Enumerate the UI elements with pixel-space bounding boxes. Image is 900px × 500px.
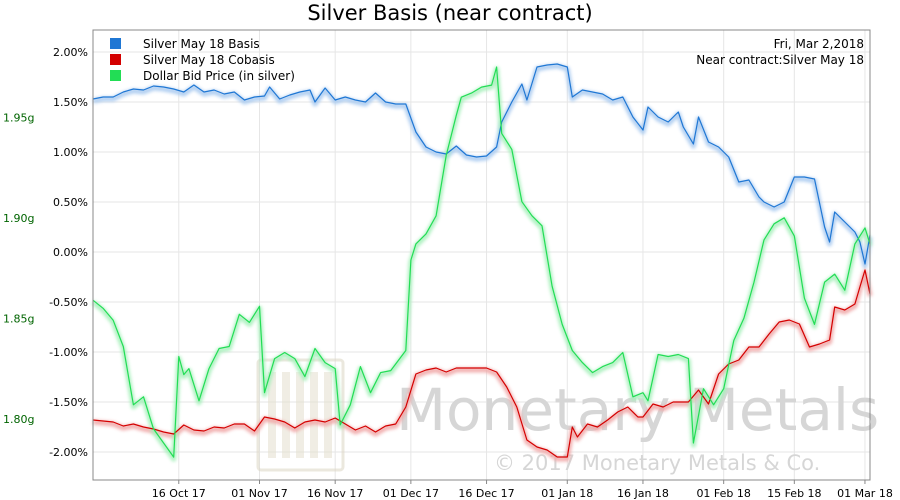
x-tick-label: 01 Mar 18 xyxy=(837,487,893,500)
plot-border xyxy=(92,29,871,481)
chart-title: Silver Basis (near contract) xyxy=(307,1,593,25)
watermark: Monetary Metals © 2017 Monetary Metals &… xyxy=(256,358,879,475)
series-line-basis xyxy=(92,63,871,265)
x-tick-label: 01 Feb 18 xyxy=(696,487,750,500)
x-tick-label: 01 Dec 17 xyxy=(383,487,439,500)
y2-tick-label: 1.80g xyxy=(3,413,34,426)
watermark-name: Monetary Metals xyxy=(396,376,879,444)
watermark-logo-icon xyxy=(256,358,345,472)
info-contract: Near contract:Silver May 18 xyxy=(696,53,864,67)
series-layer xyxy=(91,63,873,462)
legend-item-cobasis: Silver May 18 Cobasis xyxy=(110,53,275,67)
info-box: Fri, Mar 2,2018 Near contract:Silver May… xyxy=(696,37,864,67)
y-tick-label: 2.00% xyxy=(53,46,88,59)
axis-ticks: 2.00% 1.50% 1.00% 0.50% 0.00% -0.50% -1.00% -1.… xyxy=(3,46,893,500)
x-tick-label: 01 Jan 18 xyxy=(541,487,593,500)
x-tick-label: 16 Nov 17 xyxy=(307,487,363,500)
plot-area xyxy=(93,30,870,480)
series-line-cobasis xyxy=(92,269,871,458)
y2-tick-label: 1.95g xyxy=(3,111,34,124)
series-glow-cobasis xyxy=(92,269,873,462)
y-tick-label: -2.00% xyxy=(49,446,88,459)
y2-tick-label: 1.90g xyxy=(3,212,34,225)
legend: Silver May 18 Basis Silver May 18 Cobasi… xyxy=(110,37,295,83)
legend-label-dollar-bid: Dollar Bid Price (in silver) xyxy=(143,69,295,83)
y2-tick-label: 1.85g xyxy=(3,312,34,325)
y-tick-label: -0.50% xyxy=(49,296,88,309)
x-tick-label: 01 Nov 17 xyxy=(231,487,287,500)
y-tick-label: 0.50% xyxy=(53,196,88,209)
series-glow-dollar-bid xyxy=(91,66,873,462)
legend-item-dollar-bid: Dollar Bid Price (in silver) xyxy=(110,69,295,83)
x-tick-label: 16 Dec 17 xyxy=(458,487,514,500)
legend-swatch-basis xyxy=(110,38,121,49)
y-tick-label: -1.00% xyxy=(49,346,88,359)
legend-swatch-cobasis xyxy=(110,54,121,65)
watermark-copyright: © 2017 Monetary Metals & Co. xyxy=(494,451,820,475)
series-line-dollar-bid xyxy=(92,66,871,458)
legend-swatch-dollar-bid xyxy=(110,70,121,81)
y-tick-label: 1.50% xyxy=(53,96,88,109)
x-tick-label: 16 Jan 18 xyxy=(617,487,669,500)
legend-label-cobasis: Silver May 18 Cobasis xyxy=(143,53,275,67)
legend-item-basis: Silver May 18 Basis xyxy=(110,37,260,51)
x-tick-label: 16 Oct 17 xyxy=(152,487,206,500)
y-tick-label: -1.50% xyxy=(49,396,88,409)
y-tick-label: 1.00% xyxy=(53,146,88,159)
info-date: Fri, Mar 2,2018 xyxy=(774,37,864,51)
legend-label-basis: Silver May 18 Basis xyxy=(143,37,260,51)
x-tick-label: 15 Feb 18 xyxy=(767,487,821,500)
y-tick-label: 0.00% xyxy=(53,246,88,259)
